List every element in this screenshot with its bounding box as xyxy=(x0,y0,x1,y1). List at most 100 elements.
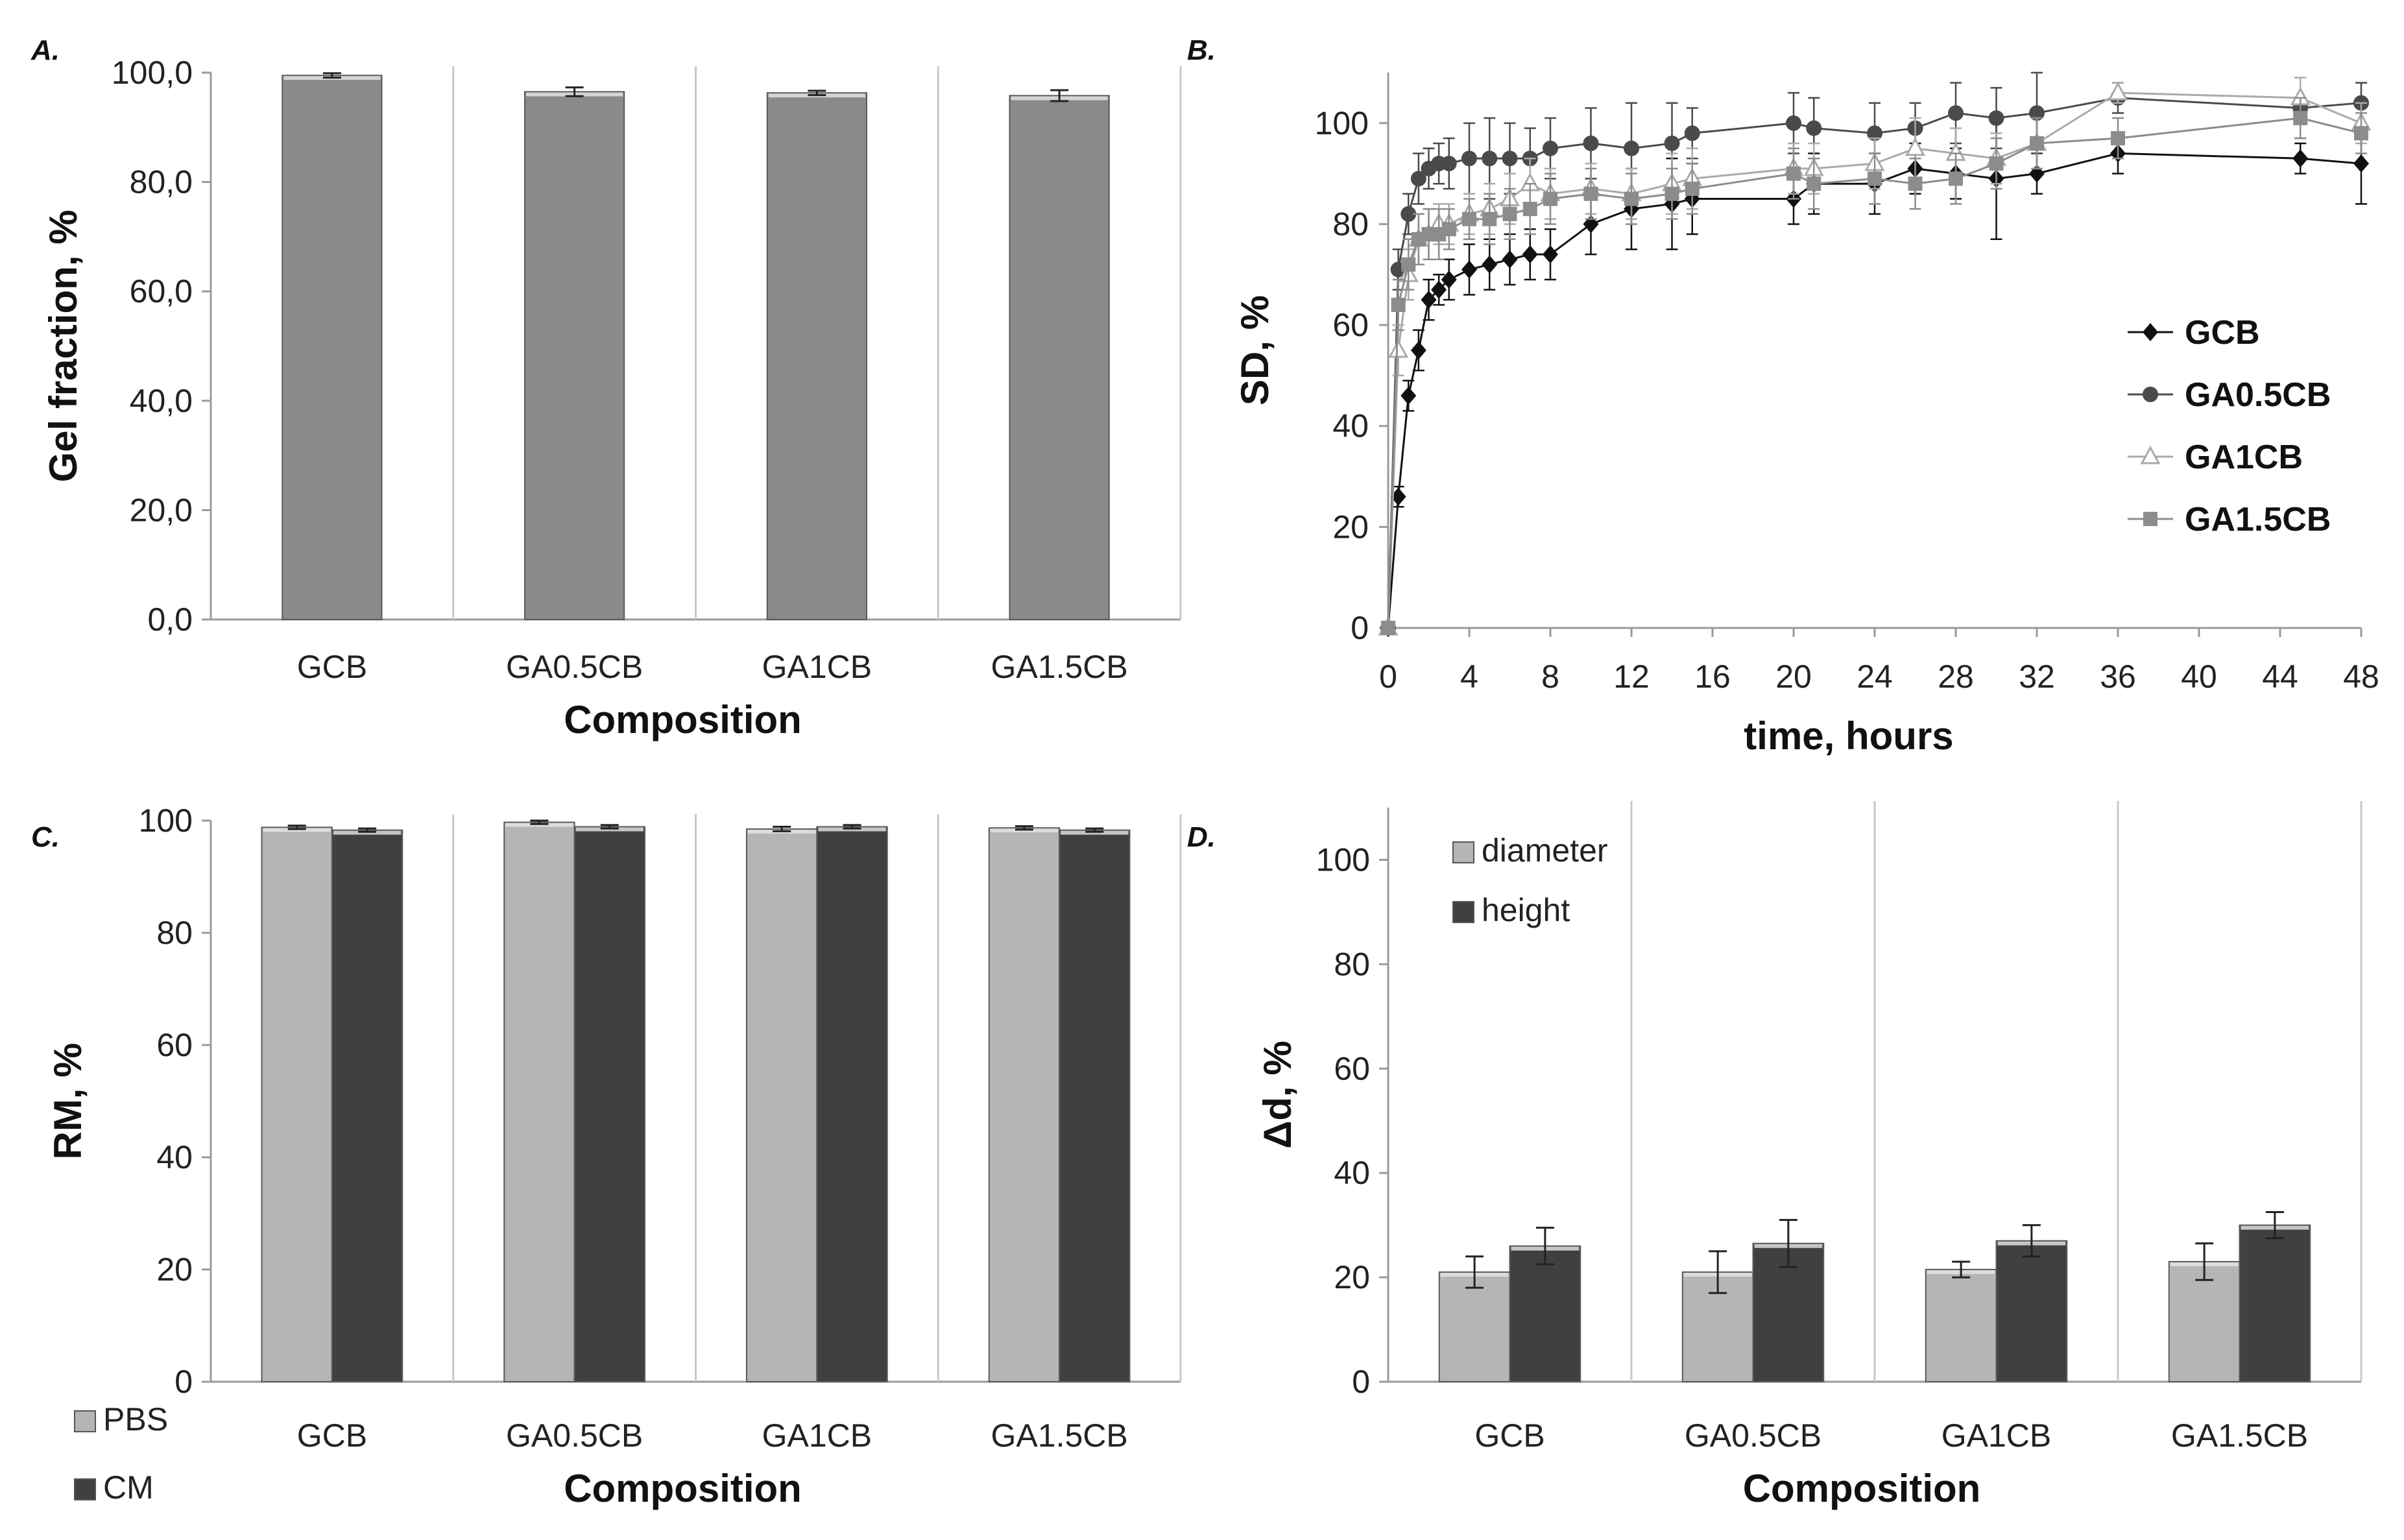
data-point-ga0-5cb xyxy=(1786,115,1801,131)
x-tick-label: 8 xyxy=(1541,658,1559,695)
y-axis-title: Δd, % xyxy=(1256,1041,1299,1148)
legend-label-diameter: diameter xyxy=(1482,832,1608,869)
y-tick-label: 40 xyxy=(156,1139,193,1175)
y-tick-label: 100 xyxy=(1315,105,1369,141)
legend-label-gcb: GCB xyxy=(2185,314,2260,352)
panel-d-delta-d-chart: D. 0 20 40 60 80 100 GCB GA0.5CB GA1CB GA1.5CB Δd, … xyxy=(1187,801,2362,1510)
data-point-ga0-5cb xyxy=(1988,110,2004,126)
y-tick-label: 80 xyxy=(156,915,193,951)
x-tick-label: 28 xyxy=(1938,658,1974,695)
y-tick-label: 80 xyxy=(1334,946,1370,982)
data-point-gcb xyxy=(1522,245,1538,264)
y-tick-label: 0 xyxy=(1352,1364,1370,1400)
bar-gel-fraction-ga1-5cb xyxy=(1009,95,1110,620)
y-tick-label: 60,0 xyxy=(130,273,193,309)
bar-cm-ga1-5cb xyxy=(1059,829,1131,1382)
x-tick-label-ga1cb: GA1CB xyxy=(762,649,872,685)
x-tick-label-ga1cb: GA1CB xyxy=(762,1417,872,1454)
y-tick-label: 60 xyxy=(1334,1050,1370,1087)
x-tick-label-ga1-5cb: GA1.5CB xyxy=(2171,1417,2308,1454)
data-point-ga0-5cb xyxy=(1624,140,1639,156)
data-point-ga1cb xyxy=(1905,137,1926,156)
data-point-ga1-5cb xyxy=(2111,131,2125,146)
bar-diameter-ga1cb xyxy=(1925,1269,1997,1382)
data-point-ga0-5cb xyxy=(1502,150,1518,167)
y-tick-label: 100,0 xyxy=(112,54,193,91)
x-tick-label-ga0-5cb: GA0.5CB xyxy=(506,649,643,685)
data-point-ga1-5cb xyxy=(1482,211,1497,226)
data-point-ga1-5cb xyxy=(1989,156,2004,171)
x-tick-label-ga1cb: GA1CB xyxy=(1941,1417,2052,1454)
bar-diameter-ga1-5cb xyxy=(2168,1260,2241,1383)
x-tick-label: 4 xyxy=(1460,658,1478,695)
data-point-ga1-5cb xyxy=(2030,136,2044,150)
x-tick-label: 32 xyxy=(2019,658,2055,695)
data-point-ga0-5cb xyxy=(1400,206,1417,222)
legend-label-cm: CM xyxy=(103,1469,154,1506)
panel-letter-b: B. xyxy=(1187,34,1216,66)
legend-marker-gcb xyxy=(2143,323,2158,341)
data-point-gcb xyxy=(1441,271,1457,289)
data-point-ga0-5cb xyxy=(1867,125,1882,141)
data-point-gcb xyxy=(1431,280,1447,299)
data-point-ga1-5cb xyxy=(1391,297,1406,312)
x-tick-label: 48 xyxy=(2343,658,2379,695)
x-tick-label-gcb: GCB xyxy=(297,1417,367,1454)
data-point-ga0-5cb xyxy=(1684,125,1700,141)
x-tick-label: 20 xyxy=(1775,658,1812,695)
legend-label-ga0-5cb: GA0.5CB xyxy=(2185,376,2331,414)
bar-pbs-ga1cb xyxy=(745,828,818,1382)
bar-pbs-gcb xyxy=(261,826,333,1382)
legend-swatch-diameter xyxy=(1452,841,1474,863)
x-tick-label: 36 xyxy=(2100,658,2136,695)
panel-letter-c: C. xyxy=(31,821,60,853)
data-point-gcb xyxy=(1390,487,1406,506)
data-point-ga1-5cb xyxy=(1949,171,1963,186)
data-point-ga1-5cb xyxy=(1522,202,1537,217)
data-point-ga1-5cb xyxy=(1381,621,1395,635)
legend-label-pbs: PBS xyxy=(103,1401,168,1438)
data-point-gcb xyxy=(2292,149,2309,168)
x-tick-label: 16 xyxy=(1694,658,1731,695)
data-point-gcb xyxy=(1482,255,1498,274)
data-point-ga1-5cb xyxy=(1685,181,1700,196)
data-point-gcb xyxy=(1400,387,1417,405)
bar-gel-fraction-gcb xyxy=(282,75,383,620)
bar-pbs-ga0-5cb xyxy=(503,821,575,1382)
data-point-gcb xyxy=(1461,260,1477,279)
data-point-gcb xyxy=(1421,291,1437,309)
data-point-ga0-5cb xyxy=(1806,120,1822,136)
y-tick-label: 60 xyxy=(156,1027,193,1063)
y-tick-label: 20 xyxy=(1332,509,1369,545)
y-tick-label: 80 xyxy=(1332,206,1369,242)
x-axis-title: time, hours xyxy=(1744,714,1953,758)
data-point-gcb xyxy=(1543,245,1558,264)
legend-label-height: height xyxy=(1482,892,1570,928)
panel-letter-a: A. xyxy=(30,34,60,66)
bar-gel-fraction-ga0-5cb xyxy=(524,91,625,620)
data-point-ga1-5cb xyxy=(1502,206,1517,221)
data-point-ga1cb xyxy=(1388,339,1409,358)
y-tick-label: 100 xyxy=(139,802,193,839)
data-point-ga1-5cb xyxy=(1786,166,1801,181)
bar-cm-ga1cb xyxy=(816,826,888,1382)
y-tick-label: 40,0 xyxy=(130,383,193,419)
y-tick-label: 40 xyxy=(1334,1155,1370,1191)
x-axis-title: Composition xyxy=(564,1467,802,1510)
y-tick-label: 80,0 xyxy=(130,164,193,200)
y-tick-label: 0 xyxy=(174,1364,193,1400)
data-point-ga1-5cb xyxy=(1624,191,1639,206)
panel-c-rm-chart: C. 0 20 40 60 80 100 GCB GA0.5CB GA1CB GA1.5CB RM, … xyxy=(31,802,1182,1510)
x-tick-label: 24 xyxy=(1857,658,1893,695)
y-tick-label: 0,0 xyxy=(147,601,193,638)
legend-swatch-height xyxy=(1452,901,1474,923)
x-tick-label-ga0-5cb: GA0.5CB xyxy=(506,1417,643,1454)
data-point-ga1-5cb xyxy=(1462,211,1476,226)
legend-marker-ga1cb xyxy=(2140,445,2161,464)
data-point-ga0-5cb xyxy=(1583,135,1599,151)
y-tick-label: 20,0 xyxy=(130,492,193,528)
y-tick-label: 100 xyxy=(1316,841,1370,878)
y-axis-title: Gel fraction, % xyxy=(42,210,85,482)
data-point-ga0-5cb xyxy=(1410,171,1426,187)
